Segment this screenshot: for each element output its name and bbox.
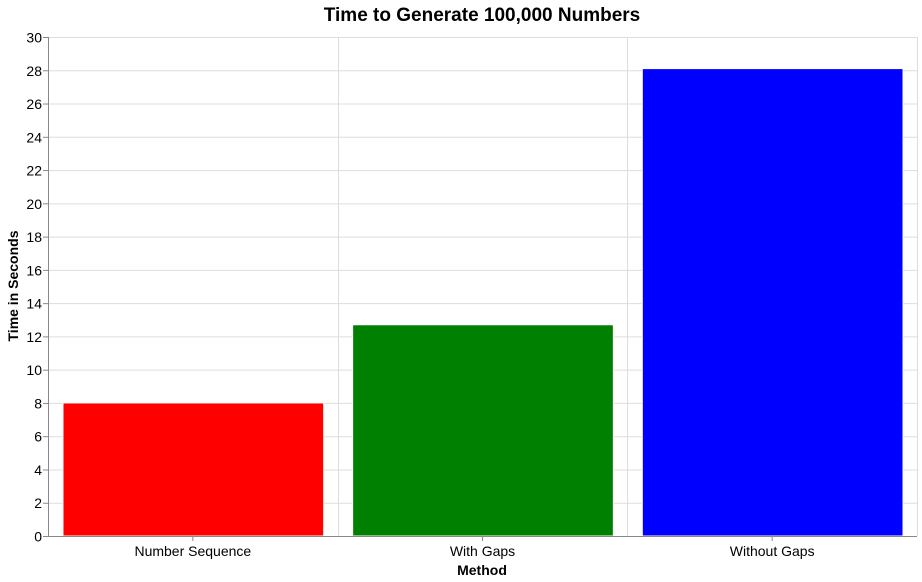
x-tick-label: With Gaps [450,543,515,559]
bar-without-gaps [641,68,904,537]
bars [62,68,904,537]
y-tick-label: 8 [34,395,42,411]
chart-title: Time to Generate 100,000 Numbers [324,5,640,26]
y-tick-label: 6 [34,429,42,445]
y-tick-label: 28 [26,63,42,79]
y-tick-label: 22 [26,163,42,179]
x-tick-label: Number Sequence [134,543,251,559]
bar-with-gaps [352,324,614,537]
y-tick-label: 2 [34,495,42,511]
y-tick-label: 16 [26,262,42,278]
y-tick-label: 14 [26,296,42,312]
y-tick-label: 12 [26,329,42,345]
y-tick-label: 26 [26,96,42,112]
y-tick-label: 0 [34,529,42,545]
bar-number-sequence [62,402,325,537]
y-tick-label: 24 [26,129,42,145]
x-tick-label: Without Gaps [730,543,815,559]
y-tick-label: 4 [34,462,42,478]
y-tick-label: 18 [26,229,42,245]
y-tick-label: 30 [26,30,42,46]
y-axis-title: Time in Seconds [5,230,21,341]
x-axis: Number Sequence With Gaps Without Gaps [48,536,917,559]
y-tick-label: 20 [26,196,42,212]
x-axis-title: Method [457,562,507,578]
y-tick-label: 10 [26,362,42,378]
